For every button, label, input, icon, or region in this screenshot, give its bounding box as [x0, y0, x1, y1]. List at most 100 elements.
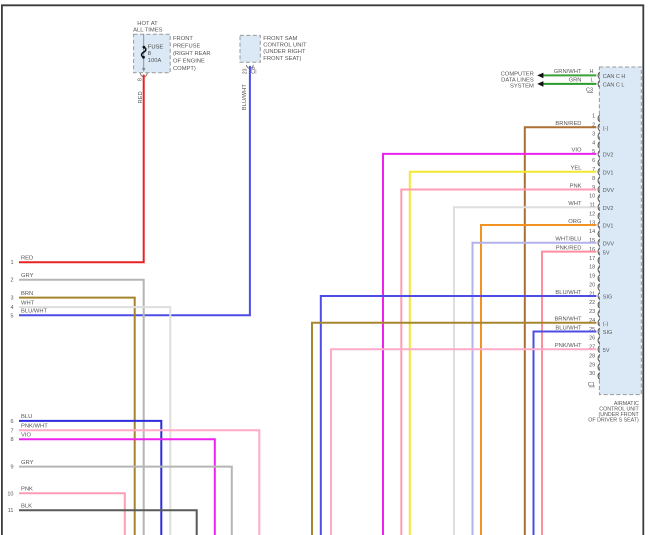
- svg-text:29: 29: [589, 362, 595, 368]
- svg-text:C3: C3: [586, 87, 593, 93]
- svg-text:1: 1: [592, 114, 595, 120]
- svg-text:BLU: BLU: [21, 414, 32, 420]
- svg-text:10: 10: [7, 491, 13, 497]
- svg-text:25: 25: [589, 327, 595, 333]
- svg-text:PNK/RED: PNK/RED: [556, 245, 582, 251]
- svg-text:CAN C H: CAN C H: [603, 74, 626, 80]
- svg-text:20: 20: [589, 282, 595, 288]
- svg-text:GRN: GRN: [569, 78, 582, 84]
- svg-text:BRN/RED: BRN/RED: [555, 121, 581, 127]
- svg-text:24: 24: [589, 318, 595, 324]
- svg-text:(UNDER RIGHT: (UNDER RIGHT: [263, 49, 306, 55]
- svg-text:6: 6: [592, 158, 595, 164]
- svg-text:GRY: GRY: [21, 273, 34, 279]
- svg-text:(-): (-): [603, 126, 609, 132]
- svg-text:2: 2: [592, 123, 595, 129]
- svg-text:4: 4: [592, 140, 595, 146]
- svg-text:C1: C1: [588, 382, 595, 388]
- svg-text:L: L: [590, 77, 593, 83]
- svg-text:WHT/BLU: WHT/BLU: [555, 237, 581, 243]
- svg-text:YEL: YEL: [571, 166, 583, 172]
- svg-text:100A: 100A: [148, 58, 162, 64]
- svg-text:BLU/WHT: BLU/WHT: [555, 290, 582, 296]
- svg-text:PNK: PNK: [21, 487, 33, 493]
- svg-text:DATA LINES: DATA LINES: [501, 78, 534, 84]
- svg-text:15: 15: [589, 238, 595, 244]
- svg-text:WHT: WHT: [21, 300, 35, 306]
- svg-text:BLU/WHT: BLU/WHT: [555, 325, 582, 331]
- svg-text:PNK: PNK: [570, 183, 582, 189]
- svg-text:DVV: DVV: [603, 241, 615, 247]
- svg-text:RED: RED: [21, 256, 33, 262]
- svg-text:(-): (-): [603, 321, 609, 327]
- svg-text:DVV: DVV: [603, 188, 615, 194]
- svg-text:CONTROL UNIT: CONTROL UNIT: [599, 407, 639, 413]
- svg-text:BLU/WHT: BLU/WHT: [242, 84, 248, 111]
- svg-text:CONTROL UNIT: CONTROL UNIT: [263, 43, 307, 49]
- svg-text:DV2: DV2: [603, 153, 614, 159]
- svg-text:3: 3: [592, 131, 595, 137]
- svg-text:FUSE: FUSE: [148, 45, 164, 51]
- svg-text:COMPT): COMPT): [173, 66, 196, 72]
- svg-text:30: 30: [589, 371, 595, 377]
- svg-text:WHT: WHT: [568, 201, 582, 207]
- svg-text:21: 21: [589, 291, 595, 297]
- svg-text:DV1: DV1: [603, 224, 614, 230]
- svg-text:8: 8: [10, 437, 13, 443]
- svg-text:13: 13: [589, 220, 595, 226]
- svg-text:C8: C8: [251, 67, 257, 74]
- svg-text:OF ENGINE: OF ENGINE: [173, 58, 205, 64]
- svg-text:PNK/WHT: PNK/WHT: [21, 424, 48, 430]
- svg-text:1: 1: [10, 260, 13, 266]
- svg-text:16: 16: [589, 247, 595, 253]
- svg-text:VIO: VIO: [572, 148, 582, 154]
- svg-text:H: H: [590, 69, 594, 75]
- svg-text:7: 7: [592, 167, 595, 173]
- svg-text:23: 23: [589, 309, 595, 315]
- svg-text:28: 28: [589, 353, 595, 359]
- svg-text:4: 4: [10, 305, 13, 311]
- svg-text:RED: RED: [138, 91, 144, 103]
- svg-text:12: 12: [589, 211, 595, 217]
- svg-text:8: 8: [137, 78, 143, 81]
- svg-text:18: 18: [589, 265, 595, 271]
- svg-text:BLK: BLK: [21, 504, 32, 510]
- svg-text:PNK/WHT: PNK/WHT: [555, 343, 582, 349]
- svg-text:FRONT: FRONT: [173, 36, 193, 42]
- svg-text:ALL TIMES: ALL TIMES: [133, 27, 162, 33]
- svg-text:5: 5: [10, 313, 13, 319]
- svg-text:ORG: ORG: [568, 219, 582, 225]
- svg-text:14: 14: [589, 229, 595, 235]
- svg-text:9: 9: [592, 185, 595, 191]
- svg-text:BRN: BRN: [21, 291, 33, 297]
- svg-text:7: 7: [10, 428, 13, 434]
- svg-text:8: 8: [148, 51, 151, 57]
- svg-text:SYSTEM: SYSTEM: [510, 84, 534, 90]
- svg-text:5V: 5V: [603, 348, 610, 354]
- svg-text:2: 2: [10, 278, 13, 284]
- svg-text:5: 5: [592, 149, 595, 155]
- svg-text:22: 22: [589, 300, 595, 306]
- svg-text:6: 6: [10, 419, 13, 425]
- svg-text:DV2: DV2: [603, 206, 614, 212]
- svg-text:(RIGHT REAR: (RIGHT REAR: [173, 51, 211, 57]
- svg-text:9: 9: [10, 465, 13, 471]
- svg-text:26: 26: [589, 336, 595, 342]
- svg-text:5V: 5V: [603, 250, 610, 256]
- svg-text:17: 17: [589, 256, 595, 262]
- svg-text:11: 11: [8, 508, 14, 514]
- svg-text:SIG: SIG: [603, 295, 612, 301]
- svg-text:SIG: SIG: [603, 330, 612, 336]
- svg-text:(UNDER FRONT: (UNDER FRONT: [598, 412, 639, 418]
- svg-text:HOT AT: HOT AT: [137, 21, 158, 27]
- svg-text:FRONT SEAT): FRONT SEAT): [263, 56, 301, 62]
- svg-text:OF DRIVER S SEAT): OF DRIVER S SEAT): [588, 418, 639, 424]
- svg-text:27: 27: [589, 345, 595, 351]
- svg-text:AIRMATIC: AIRMATIC: [614, 401, 639, 407]
- svg-text:23: 23: [243, 68, 249, 74]
- svg-text:BRN/WHT: BRN/WHT: [554, 316, 582, 322]
- svg-text:GRN/WHT: GRN/WHT: [554, 69, 582, 75]
- svg-text:8: 8: [592, 176, 595, 182]
- svg-text:GRY: GRY: [21, 460, 34, 466]
- svg-text:11: 11: [589, 203, 595, 209]
